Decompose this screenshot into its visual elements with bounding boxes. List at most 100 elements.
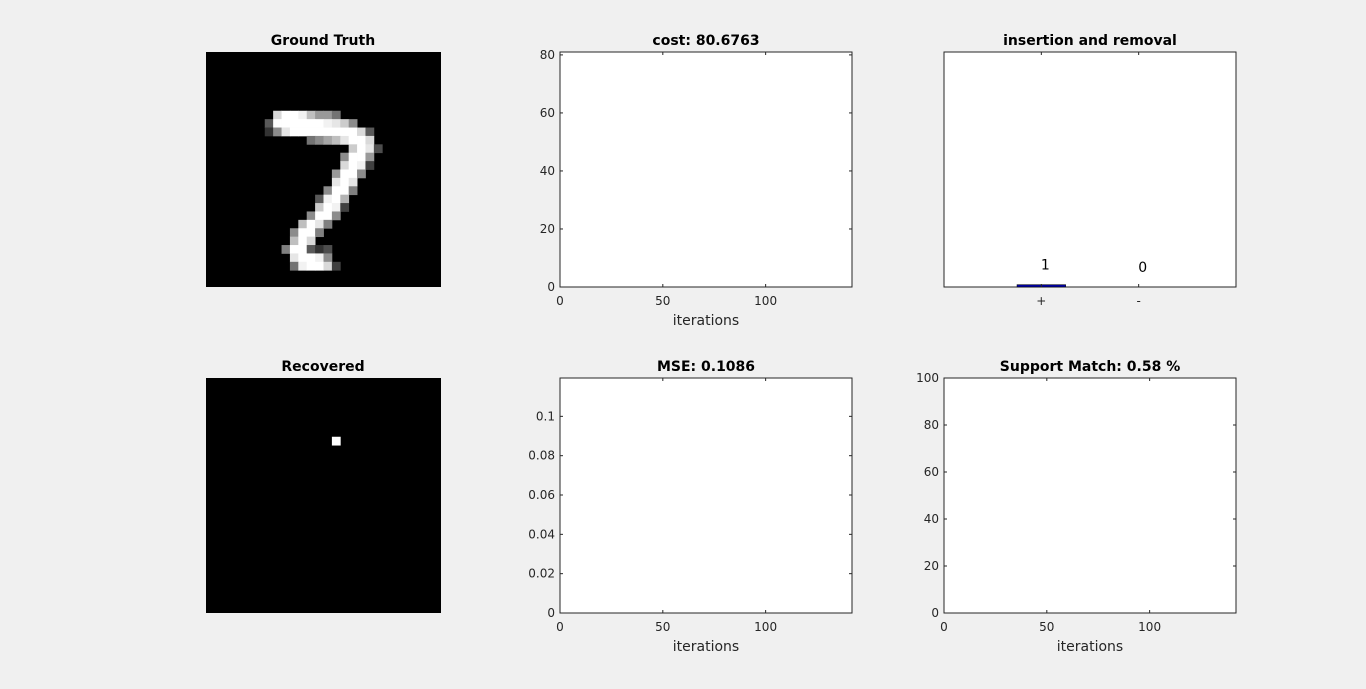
image-pixel xyxy=(298,261,308,271)
image-pixel xyxy=(306,110,316,120)
image-pixel xyxy=(264,119,274,128)
support-match-ytick-label: 20 xyxy=(924,559,939,573)
insertion-removal-plot-area xyxy=(943,51,1237,288)
image-pixel xyxy=(365,152,375,162)
cost-ytick-label: 40 xyxy=(540,164,555,178)
image-pixel xyxy=(281,245,291,254)
image-pixel xyxy=(331,436,341,446)
cost-axes: cost: 80.6763 0 50 100 0 20 40 60 80 iterations xyxy=(540,33,853,329)
image-pixel xyxy=(323,245,333,254)
image-pixel xyxy=(298,110,308,120)
image-pixel xyxy=(281,119,291,128)
image-pixel xyxy=(273,127,282,137)
bar-category-label: - xyxy=(1136,294,1140,308)
image-pixel xyxy=(306,211,316,221)
image-pixel xyxy=(357,169,366,179)
mse-ytick-label: 0.02 xyxy=(528,567,555,581)
image-pixel xyxy=(348,135,358,145)
image-pixel xyxy=(264,127,274,137)
image-pixel xyxy=(289,245,299,254)
image-pixel xyxy=(357,135,366,145)
support-match-xtick-label: 100 xyxy=(1138,620,1161,634)
image-pixel xyxy=(365,135,375,145)
support-match-xtick-label: 50 xyxy=(1039,620,1054,634)
support-match-xtick-label: 0 xyxy=(940,620,948,634)
image-pixel xyxy=(340,127,350,137)
image-pixel xyxy=(315,245,324,254)
insertion-removal-title: insertion and removal xyxy=(1003,33,1177,49)
image-pixel xyxy=(340,194,350,204)
image-pixel xyxy=(323,253,333,263)
image-pixel xyxy=(340,186,350,196)
cost-title: cost: 80.6763 xyxy=(652,33,759,49)
image-pixel xyxy=(306,127,316,137)
image-pixel xyxy=(281,110,291,120)
image-pixel xyxy=(331,127,341,137)
support-match-ytick-label: 40 xyxy=(924,512,939,526)
image-pixel xyxy=(323,186,333,196)
support-match-ytick-label: 0 xyxy=(931,606,939,620)
image-pixel xyxy=(323,127,333,137)
image-pixel xyxy=(315,110,324,120)
image-pixel xyxy=(348,119,358,128)
image-pixel xyxy=(340,169,350,179)
image-pixel xyxy=(357,152,366,162)
mse-ytick-label: 0.04 xyxy=(528,527,555,541)
image-pixel xyxy=(289,127,299,137)
image-pixel xyxy=(289,228,299,238)
mse-ytick-label: 0.1 xyxy=(536,409,555,423)
image-pixel xyxy=(315,253,324,263)
ground-truth-title: Ground Truth xyxy=(271,33,375,49)
cost-xtick-label: 0 xyxy=(556,294,564,308)
cost-plot-area xyxy=(559,51,853,288)
mse-axes: MSE: 0.1086 0 50 100 0 0.02 0.04 0.06 0.08 0.1 i… xyxy=(528,359,853,655)
image-pixel xyxy=(298,228,308,238)
image-pixel xyxy=(298,127,308,137)
image-pixel xyxy=(331,135,341,145)
recovered-title: Recovered xyxy=(281,359,364,375)
image-pixel xyxy=(315,228,324,238)
image-pixel xyxy=(315,203,324,212)
image-pixel xyxy=(289,236,299,246)
image-pixel xyxy=(348,152,358,162)
cost-ytick-label: 20 xyxy=(540,222,555,236)
image-pixel xyxy=(365,161,375,170)
mse-ytick-label: 0.06 xyxy=(528,488,555,502)
recovered-image xyxy=(206,378,441,613)
image-pixel xyxy=(348,169,358,179)
image-pixel xyxy=(357,144,366,154)
image-pixel xyxy=(315,211,324,221)
image-pixel xyxy=(331,169,341,179)
image-pixel xyxy=(289,261,299,271)
image-pixel xyxy=(340,119,350,128)
image-pixel xyxy=(331,211,341,221)
image-pixel xyxy=(289,119,299,128)
image-pixel xyxy=(323,261,333,271)
image-pixel xyxy=(289,253,299,263)
bar-category-label: + xyxy=(1036,294,1046,308)
cost-xlabel: iterations xyxy=(673,313,739,329)
image-pixel xyxy=(315,127,324,137)
bar-value-label: 1 xyxy=(1041,258,1050,274)
image-pixel xyxy=(348,177,358,187)
image-pixel xyxy=(315,261,324,271)
image-pixel xyxy=(298,236,308,246)
image-pixel xyxy=(323,203,333,212)
image-pixel xyxy=(273,119,282,128)
image-pixel xyxy=(331,119,341,128)
cost-ytick-label: 60 xyxy=(540,106,555,120)
image-pixel xyxy=(348,144,358,154)
image-pixel xyxy=(340,152,350,162)
mse-plot-area xyxy=(559,377,853,614)
bar-value-label: 0 xyxy=(1138,260,1147,276)
ground-truth-panel: Ground Truth xyxy=(206,33,441,287)
image-pixel xyxy=(331,177,341,187)
image-pixel xyxy=(331,110,341,120)
recovered-panel: Recovered xyxy=(206,359,441,613)
image-pixel xyxy=(323,211,333,221)
image-pixel xyxy=(306,236,316,246)
support-match-ytick-label: 100 xyxy=(916,371,939,385)
support-match-axes: Support Match: 0.58 % 0 50 100 0 20 40 60 80 100… xyxy=(916,359,1237,655)
image-pixel xyxy=(340,203,350,212)
